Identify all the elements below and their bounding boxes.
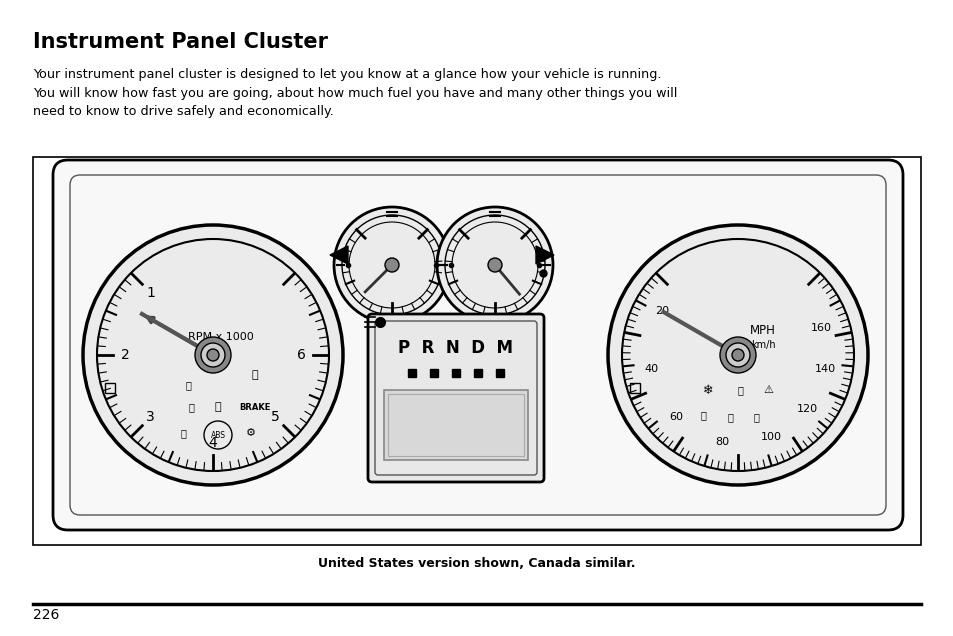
Circle shape [334,207,450,323]
Text: 5: 5 [271,410,279,424]
FancyBboxPatch shape [375,321,537,475]
FancyBboxPatch shape [53,160,902,530]
Circle shape [488,258,501,272]
Text: 🔒: 🔒 [252,370,258,380]
Text: km/h: km/h [750,340,775,350]
Text: 🔄: 🔄 [752,412,759,422]
Circle shape [720,337,755,373]
Polygon shape [330,246,348,264]
Circle shape [436,207,553,323]
Text: 💡: 💡 [700,410,705,420]
Text: 1: 1 [146,286,155,300]
Text: 🔋: 🔋 [726,412,732,422]
Text: 🛢: 🛢 [185,380,191,390]
Text: P  R  N  D  M: P R N D M [398,339,513,357]
Bar [629,383,639,393]
Circle shape [97,239,329,471]
Text: ❄: ❄ [702,384,713,396]
Text: 6: 6 [296,348,305,362]
Text: BRAKE: BRAKE [239,403,271,411]
Bar [388,394,523,456]
FancyBboxPatch shape [368,314,543,482]
Circle shape [607,225,867,485]
Text: 20: 20 [654,306,668,316]
Text: 60: 60 [668,412,682,422]
Text: RPM x 1000: RPM x 1000 [188,332,253,342]
Text: 80: 80 [715,437,729,446]
Text: MPH: MPH [749,324,775,336]
Text: 👤: 👤 [214,402,221,412]
Circle shape [385,258,398,272]
Text: 226: 226 [33,608,59,622]
Text: 120: 120 [796,404,817,414]
FancyBboxPatch shape [70,175,885,515]
Text: 100: 100 [760,432,781,441]
Bar [33,157,920,545]
Circle shape [207,349,219,361]
Circle shape [452,222,537,308]
Text: United States version shown, Canada similar.: United States version shown, Canada simi… [318,557,635,570]
Text: ⚙: ⚙ [246,428,255,438]
Text: ABS: ABS [211,431,225,439]
Circle shape [444,215,544,315]
Circle shape [731,349,743,361]
Text: 4: 4 [209,436,217,450]
Bar [105,383,115,393]
Text: ⚠: ⚠ [762,385,772,395]
Text: 🪂: 🪂 [180,428,186,438]
Polygon shape [536,246,554,264]
Text: 140: 140 [814,364,835,374]
Circle shape [621,239,853,471]
Text: Instrument Panel Cluster: Instrument Panel Cluster [33,32,328,52]
Text: 🔧: 🔧 [737,385,742,395]
Text: 🔋: 🔋 [188,402,193,412]
Circle shape [83,225,343,485]
Circle shape [341,215,441,315]
Text: 3: 3 [146,410,155,424]
Text: 160: 160 [810,323,831,333]
Circle shape [349,222,435,308]
Circle shape [194,337,231,373]
Circle shape [725,343,749,367]
Circle shape [201,343,225,367]
Bar [384,390,527,460]
Text: 40: 40 [643,364,658,374]
Text: 2: 2 [120,348,130,362]
Text: Your instrument panel cluster is designed to let you know at a glance how your v: Your instrument panel cluster is designe… [33,68,677,118]
